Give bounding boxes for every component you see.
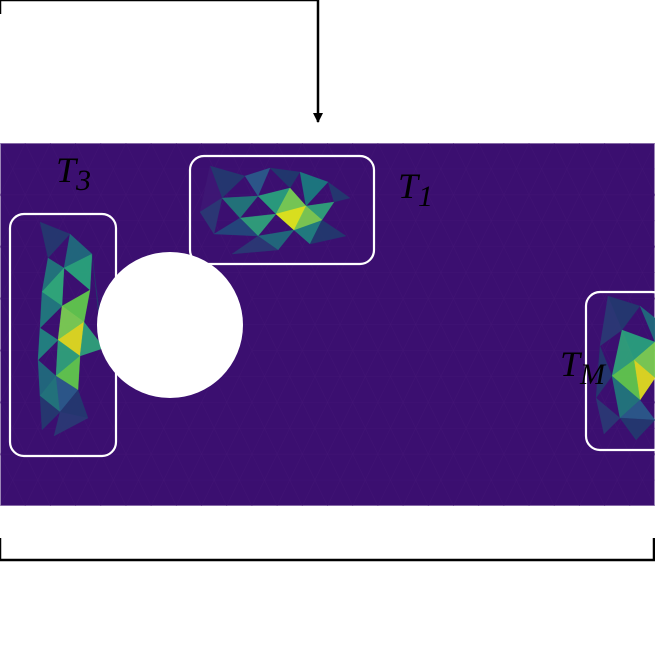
- label-TM: TM: [560, 343, 605, 392]
- figure-stage: T1 T3 TM: [0, 0, 655, 655]
- figure-svg: [0, 0, 655, 655]
- label-T3: T3: [56, 149, 91, 198]
- label-T1: T1: [398, 165, 433, 214]
